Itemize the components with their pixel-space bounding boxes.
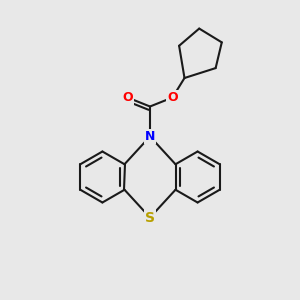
Text: O: O xyxy=(167,91,178,104)
Text: O: O xyxy=(122,91,133,104)
Text: S: S xyxy=(145,211,155,224)
Text: N: N xyxy=(145,130,155,143)
